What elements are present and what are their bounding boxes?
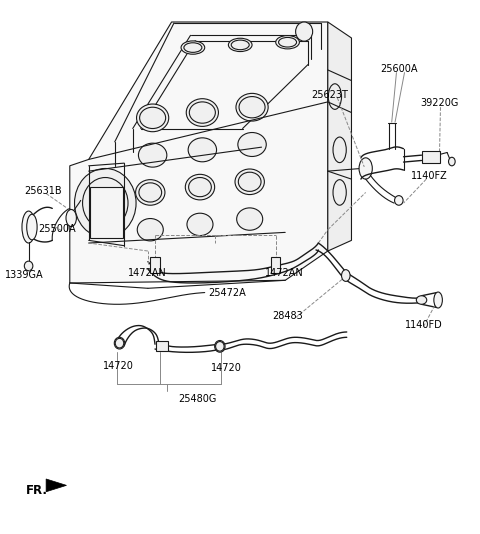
Text: FR.: FR. <box>26 484 48 497</box>
Ellipse shape <box>228 38 252 52</box>
Text: 14720: 14720 <box>211 363 242 373</box>
Bar <box>156 341 168 351</box>
Ellipse shape <box>135 179 165 205</box>
Polygon shape <box>328 22 351 251</box>
Ellipse shape <box>187 213 213 235</box>
Ellipse shape <box>114 337 125 349</box>
Ellipse shape <box>276 36 300 49</box>
Ellipse shape <box>236 93 268 121</box>
Ellipse shape <box>328 84 342 109</box>
Ellipse shape <box>238 132 266 156</box>
Ellipse shape <box>237 208 263 230</box>
Bar <box>271 257 280 273</box>
Polygon shape <box>46 479 66 492</box>
Text: 25600A: 25600A <box>380 64 418 74</box>
Ellipse shape <box>140 107 166 129</box>
Text: 1472AN: 1472AN <box>128 269 167 278</box>
Ellipse shape <box>185 174 215 200</box>
Ellipse shape <box>333 179 346 205</box>
Circle shape <box>296 22 312 41</box>
Text: 25480G: 25480G <box>179 394 217 404</box>
Bar <box>90 187 123 238</box>
Ellipse shape <box>181 41 204 54</box>
Ellipse shape <box>139 183 162 202</box>
Ellipse shape <box>239 172 261 191</box>
Text: 1140FD: 1140FD <box>405 319 442 329</box>
Text: 25472A: 25472A <box>209 288 246 297</box>
Ellipse shape <box>359 158 372 179</box>
Ellipse shape <box>448 158 455 166</box>
Ellipse shape <box>239 97 265 118</box>
Ellipse shape <box>115 339 124 348</box>
Ellipse shape <box>188 138 216 162</box>
Ellipse shape <box>278 37 297 47</box>
Text: 25500A: 25500A <box>38 224 76 234</box>
Ellipse shape <box>22 211 35 243</box>
Ellipse shape <box>137 218 163 241</box>
Bar <box>150 257 160 273</box>
Ellipse shape <box>189 102 216 123</box>
Ellipse shape <box>66 209 76 226</box>
Ellipse shape <box>136 104 169 132</box>
Ellipse shape <box>186 99 218 127</box>
Ellipse shape <box>27 214 37 240</box>
Text: 14720: 14720 <box>103 360 134 371</box>
Text: 1472AN: 1472AN <box>265 269 304 278</box>
Ellipse shape <box>235 169 264 194</box>
Text: 39220G: 39220G <box>420 98 459 108</box>
Ellipse shape <box>216 342 224 351</box>
Ellipse shape <box>395 195 403 205</box>
Ellipse shape <box>416 296 427 304</box>
Ellipse shape <box>231 40 249 50</box>
Bar <box>421 152 440 163</box>
Text: 1140FZ: 1140FZ <box>411 171 448 182</box>
Ellipse shape <box>434 292 443 308</box>
Ellipse shape <box>342 270 350 281</box>
Polygon shape <box>70 22 328 283</box>
Ellipse shape <box>189 177 211 197</box>
Ellipse shape <box>184 43 202 52</box>
Circle shape <box>83 177 128 229</box>
Ellipse shape <box>333 137 346 163</box>
Circle shape <box>94 190 117 216</box>
Ellipse shape <box>138 143 167 167</box>
Ellipse shape <box>215 341 225 352</box>
Text: 25631B: 25631B <box>24 186 61 197</box>
Text: 1339GA: 1339GA <box>4 270 43 280</box>
Ellipse shape <box>24 261 33 271</box>
Text: 25623T: 25623T <box>312 90 348 100</box>
Text: 28483: 28483 <box>273 311 303 321</box>
Circle shape <box>74 168 136 238</box>
